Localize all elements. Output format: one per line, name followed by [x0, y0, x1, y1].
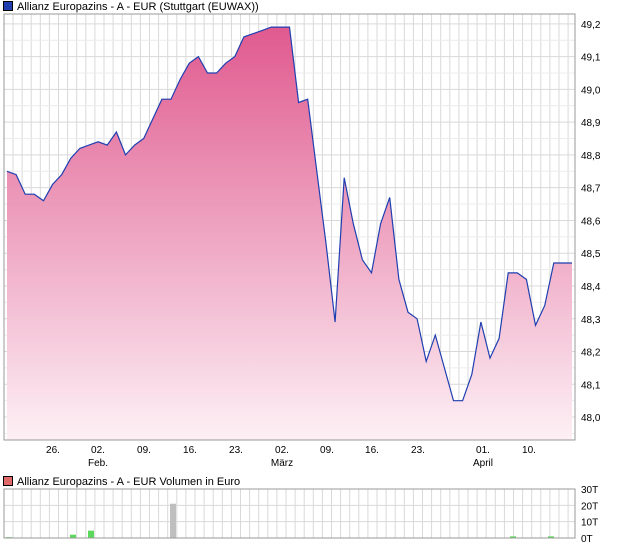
y-tick-label: 48,4	[581, 282, 601, 293]
volume-bar	[548, 536, 554, 538]
x-tick-month-label: April	[473, 458, 493, 469]
x-tick-label: 26.	[46, 445, 60, 456]
price-legend: Allianz Europazins - A - EUR (Stuttgart …	[3, 1, 259, 13]
volume-legend: Allianz Europazins - A - EUR Volumen in …	[3, 476, 240, 488]
x-tick-label: 23.	[229, 445, 243, 456]
x-tick-label: 09.	[320, 445, 334, 456]
x-tick-label: 16.	[183, 445, 197, 456]
y-tick-label: 48,1	[581, 380, 601, 391]
volume-bar	[510, 536, 516, 538]
y-tick-label: 20T	[581, 501, 598, 512]
y-tick-label: 48,2	[581, 348, 601, 359]
volume-bar	[170, 503, 176, 538]
volume-bar	[70, 534, 76, 538]
y-tick-label: 48,6	[581, 216, 601, 227]
price-area	[7, 27, 572, 440]
volume-legend-label: Allianz Europazins - A - EUR Volumen in …	[17, 476, 241, 488]
y-tick-label: 10T	[581, 518, 598, 529]
price-plot: 49,2 49,1 49,0 48,9 48,8 48,7 48,6 48,5 48,4 48,3…	[3, 13, 601, 469]
x-tick-label: 01.	[476, 445, 490, 456]
price-legend-swatch	[3, 1, 13, 11]
y-tick-label: 48,8	[581, 151, 601, 162]
x-tick-label: 02.	[91, 445, 105, 456]
x-tick-label: 02.	[275, 445, 289, 456]
x-tick-label: 10.	[522, 445, 536, 456]
volume-legend-swatch	[3, 476, 13, 486]
price-line	[6, 26, 572, 402]
x-tick-label: 09.	[137, 445, 151, 456]
volume-plot-frame	[3, 488, 576, 539]
x-tick-label: 23.	[411, 445, 425, 456]
y-tick-label: 48,9	[581, 118, 601, 129]
y-tick-label: 48,5	[581, 249, 601, 260]
y-tick-label: 48,3	[581, 315, 601, 326]
x-tick-month-label: März	[271, 458, 293, 469]
y-tick-label: 48,0	[581, 413, 601, 424]
volume-plot: 30T 20T 10T 0T	[3, 485, 598, 545]
x-tick-month-label: Feb.	[88, 458, 108, 469]
y-tick-label: 48,7	[581, 184, 601, 195]
y-tick-label: 30T	[581, 485, 598, 496]
x-tick-label: 16.	[365, 445, 379, 456]
y-tick-label: 49,2	[581, 20, 601, 31]
volume-bar	[88, 530, 94, 538]
price-legend-label: Allianz Europazins - A - EUR (Stuttgart …	[17, 1, 259, 13]
price-plot-frame	[3, 13, 576, 441]
y-tick-label: 49,1	[581, 53, 601, 64]
y-tick-label: 0T	[581, 534, 593, 545]
y-tick-label: 49,0	[581, 85, 601, 96]
